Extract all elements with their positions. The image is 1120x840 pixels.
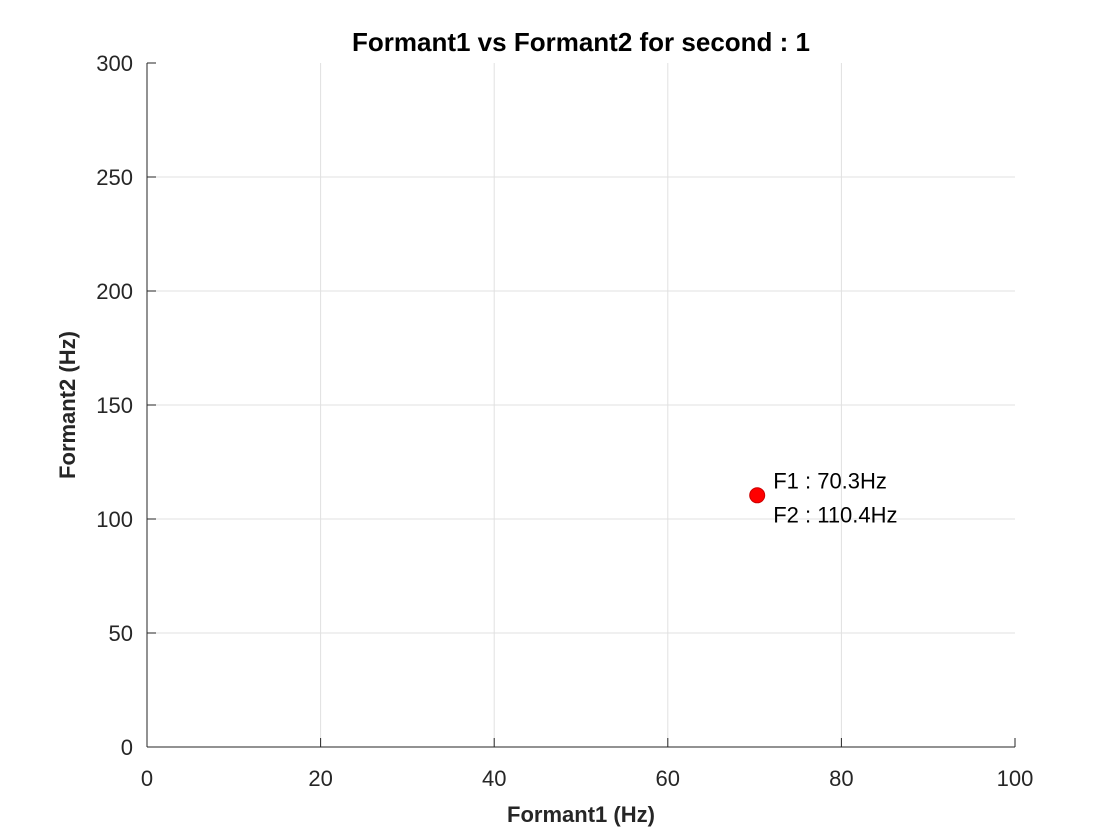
data-point (749, 487, 766, 504)
y-tick-label: 0 (121, 735, 133, 760)
y-tick-label: 250 (96, 165, 133, 190)
x-tick-label: 20 (308, 766, 332, 791)
data-points (749, 487, 766, 504)
y-ticks: 0 50 100 150 200 250 300 (96, 51, 156, 760)
y-tick-label: 100 (96, 507, 133, 532)
x-tick-label: 40 (482, 766, 506, 791)
x-ticks: 0 20 40 60 80 100 (141, 738, 1033, 791)
annotations: F1 : 70.3Hz F2 : 110.4Hz (773, 468, 897, 527)
x-tick-label: 60 (656, 766, 680, 791)
chart-title: Formant1 vs Formant2 for second : 1 (352, 27, 810, 57)
y-tick-label: 200 (96, 279, 133, 304)
x-tick-label: 80 (829, 766, 853, 791)
y-tick-label: 300 (96, 51, 133, 76)
y-tick-label: 50 (109, 621, 133, 646)
y-tick-label: 150 (96, 393, 133, 418)
x-tick-label: 0 (141, 766, 153, 791)
y-axis-label: Formant2 (Hz) (55, 331, 80, 479)
x-axis-label: Formant1 (Hz) (507, 802, 655, 827)
data-point-annotation: F1 : 70.3Hz (773, 468, 887, 493)
data-point-annotation: F2 : 110.4Hz (773, 502, 897, 527)
x-tick-label: 100 (997, 766, 1034, 791)
grid (147, 63, 1015, 747)
